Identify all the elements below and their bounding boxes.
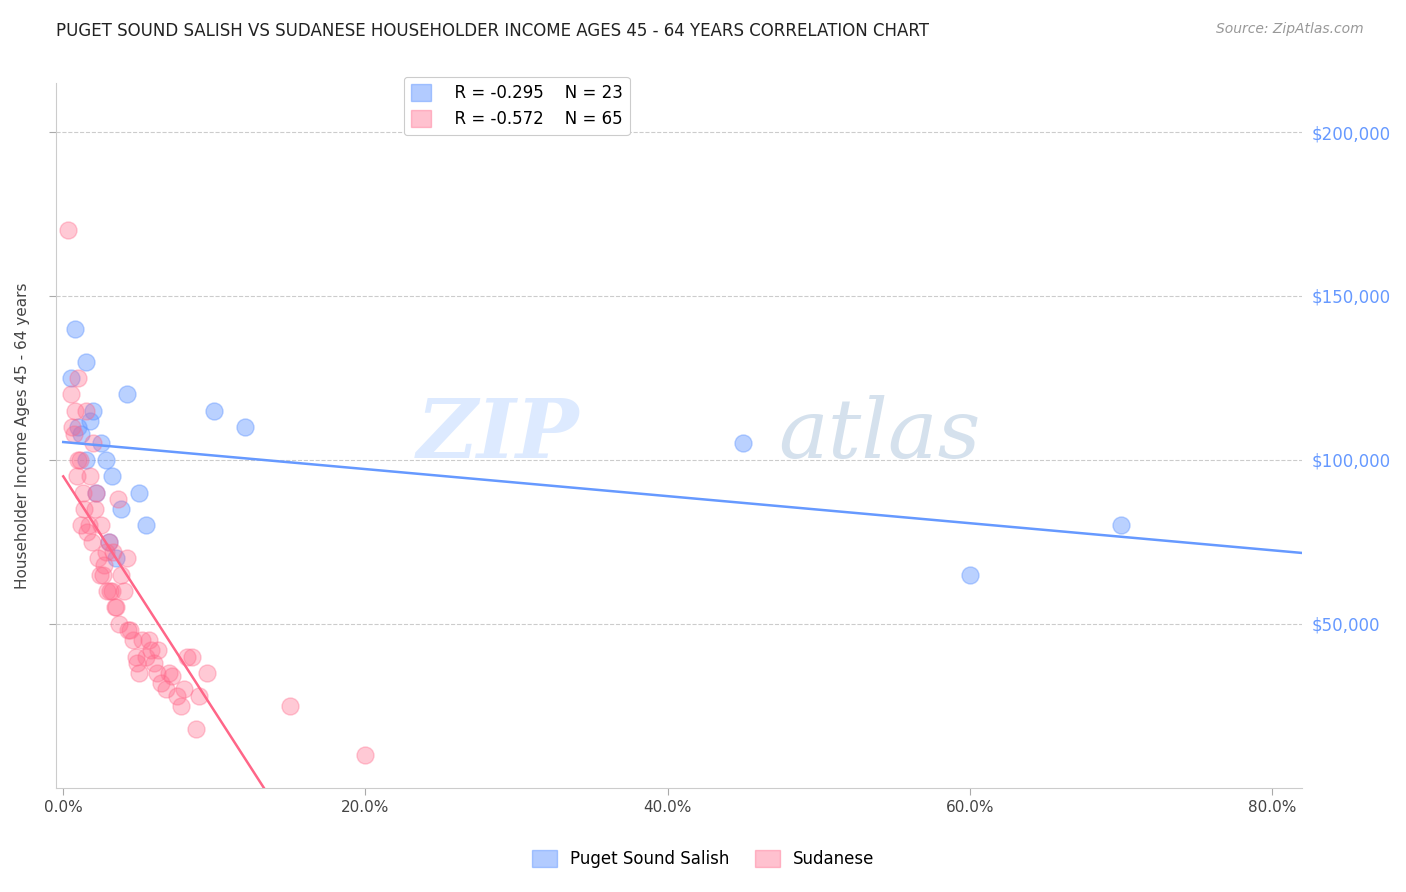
Point xyxy=(59,387,82,401)
Point xyxy=(278,698,301,713)
Point xyxy=(155,682,177,697)
Point xyxy=(60,420,83,434)
Text: atlas: atlas xyxy=(779,395,981,475)
Point xyxy=(86,485,108,500)
Point xyxy=(138,633,160,648)
Point xyxy=(104,600,127,615)
Point xyxy=(733,436,755,450)
Point xyxy=(139,643,162,657)
Point xyxy=(105,600,128,615)
Point xyxy=(90,436,112,450)
Point xyxy=(69,453,91,467)
Point xyxy=(96,584,118,599)
Point xyxy=(121,633,143,648)
Point xyxy=(94,453,117,467)
Point xyxy=(117,624,139,638)
Point xyxy=(72,485,94,500)
Point xyxy=(105,551,128,566)
Legend:   R = -0.295    N = 23,   R = -0.572    N = 65: R = -0.295 N = 23, R = -0.572 N = 65 xyxy=(404,77,630,135)
Point xyxy=(77,518,100,533)
Point xyxy=(118,624,141,638)
Point xyxy=(157,665,180,680)
Point xyxy=(146,665,169,680)
Point xyxy=(107,492,129,507)
Text: PUGET SOUND SALISH VS SUDANESE HOUSEHOLDER INCOME AGES 45 - 64 YEARS CORRELATION: PUGET SOUND SALISH VS SUDANESE HOUSEHOLD… xyxy=(56,22,929,40)
Point xyxy=(110,567,132,582)
Point xyxy=(70,518,93,533)
Point xyxy=(108,616,131,631)
Point xyxy=(84,502,107,516)
Y-axis label: Householder Income Ages 45 - 64 years: Householder Income Ages 45 - 64 years xyxy=(15,282,30,589)
Point xyxy=(100,469,122,483)
Point xyxy=(101,544,124,558)
Point xyxy=(112,584,135,599)
Point xyxy=(959,567,981,582)
Point xyxy=(97,534,120,549)
Point xyxy=(67,371,90,385)
Point xyxy=(73,502,96,516)
Point xyxy=(76,524,98,539)
Point xyxy=(131,633,153,648)
Point xyxy=(127,656,149,670)
Point xyxy=(188,689,211,703)
Point xyxy=(128,485,150,500)
Point xyxy=(80,534,103,549)
Point xyxy=(67,453,90,467)
Point xyxy=(79,413,101,427)
Point xyxy=(91,567,114,582)
Point xyxy=(63,426,86,441)
Point xyxy=(173,682,195,697)
Point xyxy=(79,469,101,483)
Point xyxy=(93,558,115,572)
Point xyxy=(150,676,173,690)
Legend: Puget Sound Salish, Sudanese: Puget Sound Salish, Sudanese xyxy=(524,843,882,875)
Text: Source: ZipAtlas.com: Source: ZipAtlas.com xyxy=(1216,22,1364,37)
Point xyxy=(142,656,165,670)
Point xyxy=(202,403,225,417)
Point xyxy=(59,371,82,385)
Point xyxy=(125,649,148,664)
Point xyxy=(86,485,108,500)
Point xyxy=(75,403,97,417)
Point xyxy=(82,436,104,450)
Point xyxy=(166,689,188,703)
Point xyxy=(186,722,208,736)
Point xyxy=(75,453,97,467)
Point xyxy=(128,665,150,680)
Point xyxy=(176,649,198,664)
Point xyxy=(98,584,121,599)
Point xyxy=(56,223,79,237)
Point xyxy=(65,322,87,336)
Point xyxy=(180,649,202,664)
Point xyxy=(75,354,97,368)
Point xyxy=(115,551,138,566)
Point xyxy=(135,649,157,664)
Point xyxy=(170,698,193,713)
Point xyxy=(66,469,89,483)
Point xyxy=(70,426,93,441)
Point xyxy=(82,403,104,417)
Point xyxy=(148,643,170,657)
Point xyxy=(233,420,256,434)
Point xyxy=(115,387,138,401)
Point xyxy=(97,534,120,549)
Point xyxy=(65,403,87,417)
Point xyxy=(135,518,157,533)
Point xyxy=(1109,518,1132,533)
Point xyxy=(160,669,183,683)
Point xyxy=(354,747,377,762)
Point xyxy=(67,420,90,434)
Point xyxy=(94,544,117,558)
Point xyxy=(100,584,122,599)
Point xyxy=(90,518,112,533)
Point xyxy=(89,567,111,582)
Text: ZIP: ZIP xyxy=(416,395,579,475)
Point xyxy=(87,551,110,566)
Point xyxy=(195,665,218,680)
Point xyxy=(110,502,132,516)
